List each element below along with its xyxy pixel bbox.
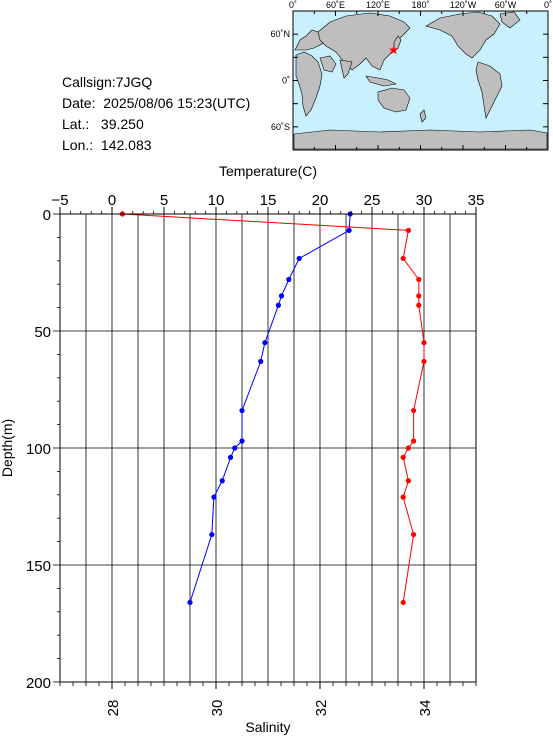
- longitude-text: Lon.: 142.083: [62, 137, 152, 153]
- map-lon-label: 180˚: [411, 0, 429, 10]
- world-map: 0˚ 60˚E 120˚E 180˚ 120˚W 60˚W 0˚ 60˚N 0˚ 60˚S: [270, 0, 552, 151]
- temperature-profile-line: [189, 213, 351, 603]
- temperature-data-point: [296, 255, 302, 262]
- salinity-data-point: [421, 340, 427, 346]
- map-left-labels: 60˚N 0˚ 60˚S: [270, 29, 290, 132]
- salinity-tick-label: 32: [313, 700, 330, 717]
- land-indonesia: [365, 75, 397, 87]
- temperature-tick-label: 15: [260, 192, 277, 209]
- salinity-tick-label: 34: [417, 700, 434, 717]
- temperature-tick-label: 25: [364, 192, 381, 209]
- temperature-tick-label: 30: [416, 192, 433, 209]
- temperature-data-point: [275, 302, 281, 308]
- temperature-data-point: [211, 494, 217, 500]
- salinity-data-point: [405, 227, 411, 233]
- salinity-data-point: [411, 438, 417, 444]
- map-lon-label: 0˚: [544, 0, 552, 10]
- depth-axis-label: Depth(m): [0, 419, 15, 477]
- land-australia: [377, 87, 411, 113]
- chart-frame: [59, 213, 477, 683]
- salinity-data-point: [411, 531, 417, 538]
- station-star-icon: [388, 45, 399, 55]
- temperature-tick-label: −5: [51, 192, 68, 209]
- land-india: [339, 59, 353, 79]
- salinity-data-point: [411, 407, 417, 414]
- land-asia: [317, 12, 411, 71]
- land-newzealand: [419, 109, 427, 123]
- map-land: [293, 11, 548, 150]
- temperature-data-point: [209, 531, 215, 538]
- map-lon-label: 0˚: [289, 0, 297, 10]
- salinity-data-point: [421, 358, 427, 365]
- land-arabia: [319, 55, 337, 73]
- map-lon-label: 120˚E: [366, 0, 390, 10]
- depth-tick-label: 50: [34, 324, 51, 341]
- temperature-data-point: [239, 407, 245, 414]
- station-marker: [388, 45, 399, 55]
- salinity-data-point: [416, 302, 422, 308]
- map-lon-label: 120˚W: [450, 0, 477, 10]
- callsign-text: Callsign:7JGQ: [62, 74, 153, 90]
- map-top-labels: 0˚ 60˚E 120˚E 180˚ 120˚W 60˚W 0˚: [289, 0, 552, 10]
- map-lon-label: 60˚E: [326, 0, 345, 10]
- land-north-america: [425, 11, 501, 59]
- temperature-data-point: [219, 478, 225, 484]
- depth-tick-label: 0: [43, 207, 51, 224]
- temperature-data-point: [239, 438, 245, 444]
- depth-tick-label: 100: [26, 441, 51, 458]
- map-lat-label: 0˚: [282, 76, 290, 86]
- salinity-data-point: [400, 599, 406, 606]
- temperature-tick-label: 10: [208, 192, 225, 209]
- temperature-data-point: [187, 599, 193, 606]
- salinity-profile-line: [122, 213, 425, 603]
- depth-axis: 0 50 100 150 200: [26, 207, 60, 692]
- map-lat-label: 60˚S: [271, 122, 290, 132]
- salinity-data-point: [405, 478, 411, 484]
- land-africa: [295, 51, 323, 117]
- salinity-data-point: [405, 445, 411, 451]
- salinity-tick-label: 28: [105, 700, 122, 717]
- temperature-axis-label: Temperature(C): [219, 163, 317, 179]
- salinity-data-point: [400, 255, 406, 262]
- salinity-data-point: [400, 454, 406, 460]
- salinity-tick-label: 30: [209, 700, 226, 717]
- temperature-data-point: [262, 340, 268, 346]
- temperature-data-point: [278, 293, 285, 299]
- salinity-data-point: [416, 293, 422, 299]
- depth-tick-label: 200: [26, 675, 51, 692]
- temperature-tick-label: 20: [312, 192, 329, 209]
- map-ticks: [292, 10, 549, 151]
- temperature-axis: −5 0 5 10 15 20 25 30 35: [51, 192, 484, 214]
- latitude-text: Lat.: 39.250: [62, 116, 144, 132]
- temperature-data-point: [258, 358, 264, 365]
- temperature-tick-label: 5: [160, 192, 168, 209]
- temperature-data-point: [346, 227, 352, 233]
- salinity-data-point: [416, 276, 422, 283]
- temperature-data-point: [232, 445, 238, 451]
- series-lines: [122, 213, 425, 603]
- chart-grid: [59, 213, 477, 683]
- date-text: Date: 2025/08/06 15:23(UTC): [62, 95, 251, 111]
- temperature-data-point: [227, 454, 234, 460]
- salinity-axis: 28 30 32 34: [59, 682, 477, 717]
- salinity-data-point: [400, 494, 406, 500]
- map-lon-label: 60˚W: [495, 0, 517, 10]
- salinity-axis-label: Salinity: [245, 719, 290, 735]
- temperature-tick-label: 0: [108, 192, 116, 209]
- temperature-data-point: [286, 276, 292, 283]
- series-points: [119, 211, 427, 606]
- temperature-tick-label: 35: [468, 192, 485, 209]
- station-info: Callsign:7JGQ Date: 2025/08/06 15:23(UTC…: [62, 72, 250, 156]
- depth-tick-label: 150: [26, 558, 51, 575]
- land-south-america: [475, 61, 503, 119]
- map-lat-label: 60˚N: [270, 29, 290, 39]
